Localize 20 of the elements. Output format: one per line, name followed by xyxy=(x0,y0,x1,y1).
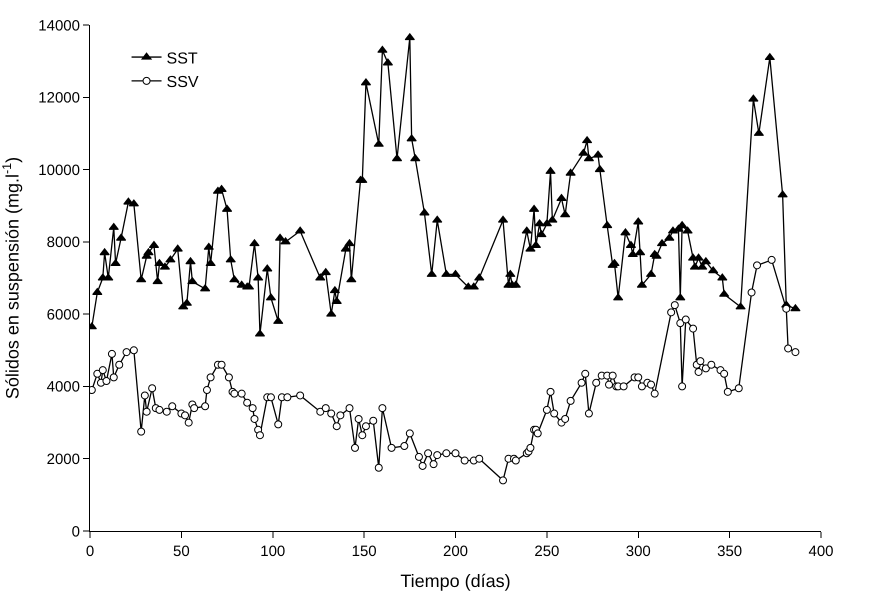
x-tick-label: 0 xyxy=(86,543,94,560)
x-tick-label: 350 xyxy=(717,543,742,560)
x-tick-label: 50 xyxy=(173,543,190,560)
legend-label: SSV xyxy=(166,74,199,92)
x-tick-label: 200 xyxy=(442,543,468,560)
y-tick-label: 6000 xyxy=(46,306,80,324)
y-tick-label: 10000 xyxy=(38,162,80,179)
y-tick-label: 12000 xyxy=(38,90,80,107)
x-tick-label: 100 xyxy=(260,543,286,560)
y-tick-label: 14000 xyxy=(38,17,80,34)
x-axis-title: Tiempo (días) xyxy=(400,571,511,592)
x-tick-label: 250 xyxy=(534,543,560,560)
y-tick-label: 2000 xyxy=(46,450,80,468)
y-tick-label: 4000 xyxy=(46,378,80,396)
legend-label: SST xyxy=(166,50,198,68)
x-tick-label: 150 xyxy=(352,543,377,560)
x-tick-label: 400 xyxy=(808,543,834,560)
y-tick-label: 0 xyxy=(72,523,80,540)
y-tick-label: 8000 xyxy=(46,234,80,252)
x-tick-label: 300 xyxy=(626,543,651,560)
